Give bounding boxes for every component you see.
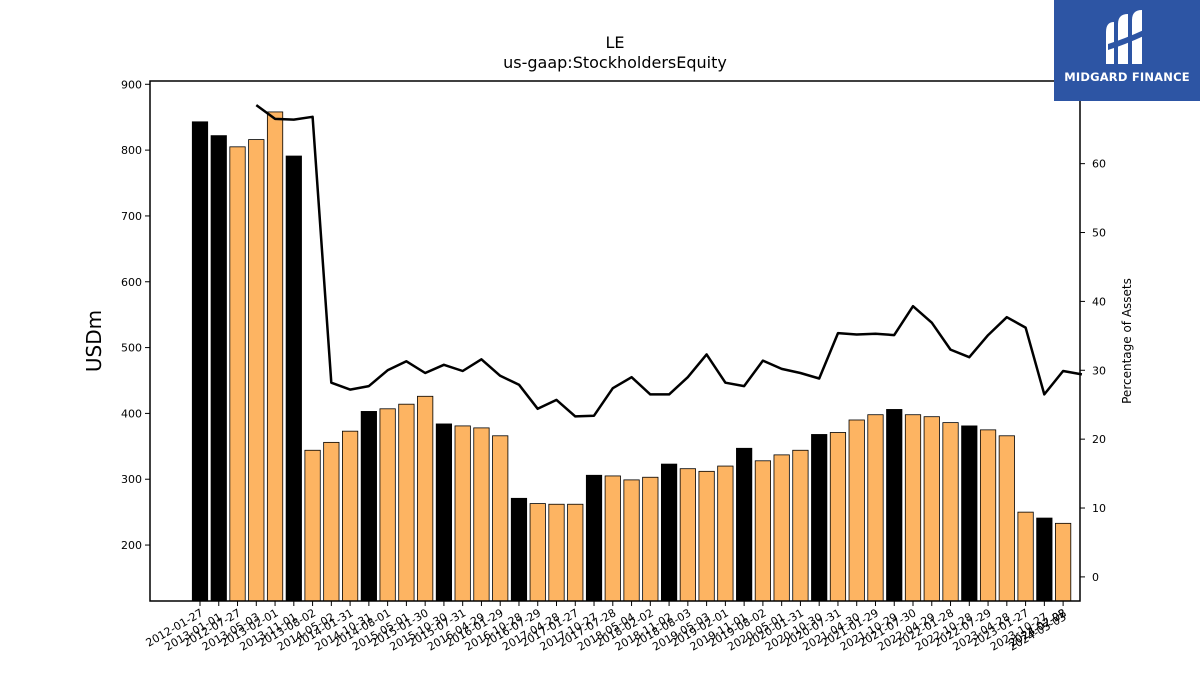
bar [736, 447, 753, 602]
bar [229, 146, 246, 602]
bar [998, 435, 1015, 602]
bar [942, 422, 959, 602]
y2-tick-label: 30 [1092, 364, 1106, 377]
y-axis-label: USDm [82, 310, 106, 372]
bar [754, 460, 771, 602]
bar [248, 139, 265, 602]
bar [510, 497, 528, 602]
bar [548, 503, 565, 602]
bar [323, 441, 340, 602]
bar [417, 395, 434, 602]
bar-series [191, 111, 1072, 602]
brand-logo-text: MIDGARD FINANCE [1064, 70, 1190, 84]
y2-tick-label: 50 [1092, 227, 1106, 240]
y2-tick-label: 20 [1092, 433, 1106, 446]
x-axis-ticks: 2012-01-272012-07-272013-02-012013-08-02… [144, 601, 1069, 654]
bar [585, 474, 603, 602]
y-axis-ticks: 200 300 400 500 600 700 800 900 [121, 78, 150, 552]
midgard-logo-icon [1106, 10, 1148, 64]
line-path [255, 104, 1083, 418]
bar [1017, 511, 1034, 602]
bar [698, 470, 715, 602]
bar [961, 425, 978, 602]
bar [642, 476, 659, 602]
bar [886, 409, 903, 602]
bar [304, 449, 321, 602]
bar [979, 429, 997, 602]
bar [773, 454, 790, 602]
chart-title: LE [605, 33, 624, 52]
bar [567, 503, 584, 602]
y-tick-label: 900 [121, 78, 142, 91]
bar [266, 111, 284, 602]
plot-frame [149, 80, 1081, 602]
y-tick-label: 600 [121, 276, 142, 289]
bar [660, 463, 678, 602]
y-tick-label: 800 [121, 144, 142, 157]
chart-subtitle: us-gaap:StockholdersEquity [503, 53, 727, 72]
bar [1055, 522, 1072, 602]
y-tick-label: 400 [121, 407, 142, 420]
y2-tick-label: 10 [1092, 502, 1106, 515]
bar [904, 414, 922, 602]
bar [529, 503, 546, 602]
bar [342, 430, 359, 602]
brand-logo: MIDGARD FINANCE [1054, 0, 1200, 101]
y2-tick-label: 40 [1092, 295, 1106, 308]
line-series [255, 104, 1083, 418]
bar [473, 427, 490, 602]
bar [285, 155, 302, 602]
bar [191, 121, 209, 602]
bar [623, 479, 640, 602]
bar [867, 414, 884, 602]
bar [360, 411, 377, 602]
bar [604, 475, 621, 602]
bar [454, 425, 471, 602]
bar [679, 468, 696, 602]
bar [848, 419, 865, 602]
y-tick-label: 300 [121, 473, 142, 486]
y2-tick-label: 0 [1092, 571, 1099, 584]
y2-axis-label: Percentage of Assets [1120, 278, 1134, 404]
bar [435, 423, 453, 602]
y-tick-label: 500 [121, 342, 142, 355]
y-tick-label: 200 [121, 539, 142, 552]
bar [492, 435, 509, 602]
y2-tick-label: 60 [1092, 158, 1106, 171]
bar [811, 434, 828, 602]
bar [717, 465, 734, 602]
bar [829, 432, 847, 602]
bar [923, 416, 940, 602]
bar [792, 449, 809, 602]
bar [1036, 517, 1053, 602]
y2-axis-ticks: 0 10 20 30 40 50 60 [1080, 158, 1106, 584]
bar [398, 403, 415, 602]
bar [379, 408, 396, 602]
y-tick-label: 700 [121, 210, 142, 223]
bar [210, 135, 227, 602]
